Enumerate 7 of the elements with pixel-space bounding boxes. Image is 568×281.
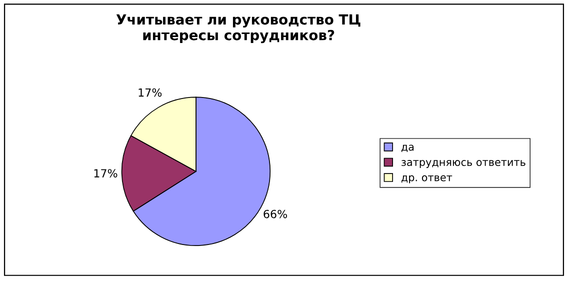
data-label: 17% xyxy=(94,169,118,178)
data-label: 66% xyxy=(264,210,288,218)
chart-title: Учитывает ли руководство ТЦ интересы сотрудников? xyxy=(116,14,360,44)
legend-label: да xyxy=(401,144,414,152)
legend-label: др. ответ xyxy=(401,175,452,184)
data-label: 17% xyxy=(138,88,162,97)
legend-label: затрудняюсь ответить xyxy=(402,160,526,168)
